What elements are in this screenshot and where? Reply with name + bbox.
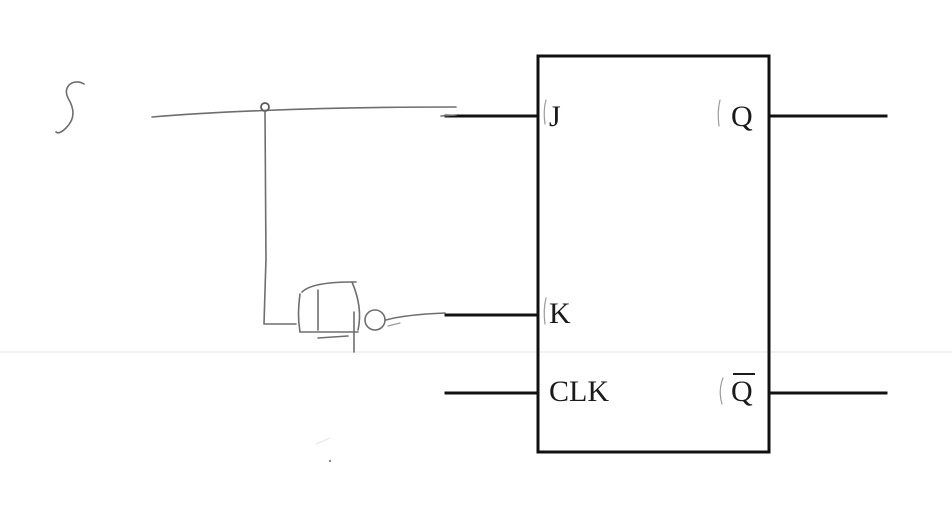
stray-mark bbox=[315, 437, 331, 445]
not-gate-sketch bbox=[297, 281, 386, 353]
gate-output-extra-stroke bbox=[387, 322, 401, 327]
j-tick-mark bbox=[543, 99, 547, 125]
not-gate-back-edge bbox=[297, 293, 301, 333]
s-to-j-pencil-wire bbox=[151, 106, 457, 118]
j-wire-join bbox=[440, 114, 457, 117]
not-gate-front-edge bbox=[351, 281, 361, 331]
q-tick-mark bbox=[717, 99, 721, 127]
not-gate-under-stroke bbox=[317, 335, 349, 339]
clk-pin-label: CLK bbox=[549, 375, 609, 408]
gate-to-k-pencil-wire bbox=[385, 312, 446, 321]
flip-flop-body bbox=[536, 54, 771, 454]
s-input-handwritten-mark bbox=[55, 81, 85, 134]
q-pin-label: Q bbox=[731, 100, 753, 133]
not-gate-top-edge bbox=[301, 281, 357, 293]
q-bar-tick-mark bbox=[719, 377, 724, 405]
junction-drop-wire bbox=[263, 110, 297, 325]
scan-artifacts bbox=[0, 351, 952, 463]
not-gate-inversion-bubble bbox=[364, 309, 386, 331]
k-pin-label: K bbox=[549, 297, 571, 330]
q-bar-pin-label: Q bbox=[731, 375, 753, 408]
pin-tick-marks bbox=[543, 99, 724, 405]
j-pin-label: J bbox=[549, 100, 561, 133]
k-tick-mark bbox=[543, 297, 547, 325]
stray-dot bbox=[328, 459, 332, 463]
